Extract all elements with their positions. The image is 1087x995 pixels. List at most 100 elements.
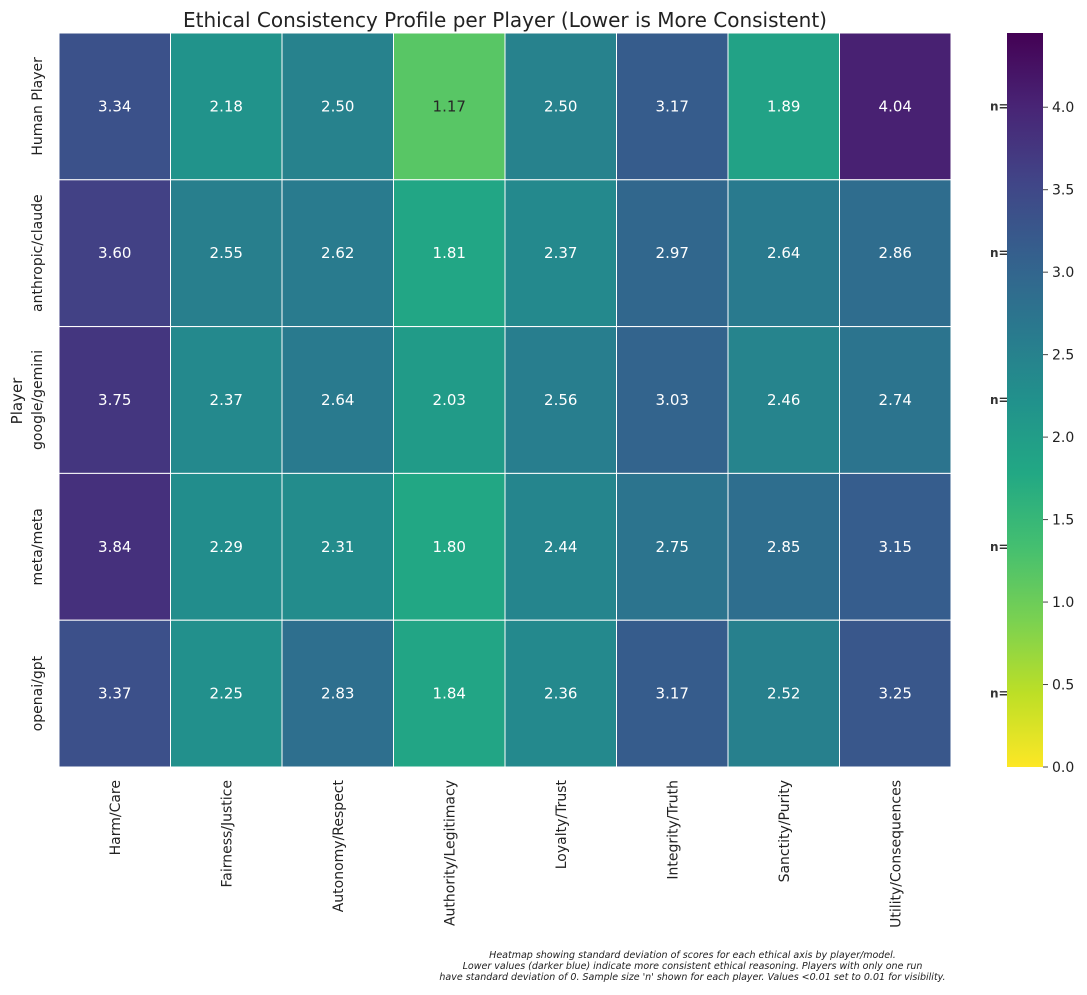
heatmap-cell — [616, 326, 729, 474]
column-label: Utility/Consequences — [888, 780, 904, 928]
colorbar: 0.0 0.5 1.0 1.5 2.0 2.5 3.0 3.5 4.0 — [1007, 33, 1074, 776]
heatmap-cell — [170, 619, 283, 768]
heatmap-cell — [504, 326, 617, 474]
row-labels: Human Player anthropic/claude google/gemin… — [30, 57, 46, 731]
column-label: Autonomy/Respect — [331, 779, 347, 912]
cell-value-label: 3.34 — [98, 97, 131, 115]
colorbar-bar — [1007, 33, 1043, 767]
cell-value-label: 2.85 — [767, 538, 800, 556]
colorbar-tick-label: 3.5 — [1052, 183, 1074, 199]
heatmap-cell — [839, 179, 952, 328]
heatmap-cell — [616, 179, 729, 328]
cell-value-label: 1.80 — [433, 538, 466, 556]
heatmap-cell — [393, 326, 506, 474]
heatmap-cell — [170, 32, 283, 181]
heatmap-cell — [170, 326, 283, 474]
heatmap-cell — [504, 32, 617, 181]
cell-value-label: 2.37 — [210, 391, 243, 409]
cell-value-label: 3.17 — [656, 97, 689, 115]
heatmap-cells: 3.34 2.18 2.50 1.17 2.50 3.17 1.89 4.04 3.60 2.55… — [58, 32, 952, 768]
heatmap-cell — [727, 619, 840, 768]
cell-value-label: 2.37 — [544, 244, 577, 262]
cell-value-label: 2.36 — [544, 685, 577, 703]
cell-value-label: 2.56 — [544, 391, 577, 409]
cell-value-label: 1.81 — [433, 244, 466, 262]
cell-value-label: 1.17 — [433, 97, 466, 115]
row-label: google/gemini — [30, 350, 46, 450]
column-label: Loyalty/Trust — [554, 780, 570, 870]
heatmap-cell — [504, 472, 617, 621]
column-labels: Harm/Care Fairness/Justice Autonomy/Respec… — [108, 779, 905, 927]
row-label: anthropic/claude — [30, 194, 46, 312]
heatmap-cell — [281, 32, 394, 181]
colorbar-tick-label: 0.0 — [1052, 760, 1074, 776]
y-axis-label: Player — [8, 377, 26, 425]
heatmap-cell — [839, 619, 952, 768]
cell-value-label: 2.74 — [879, 391, 912, 409]
cell-value-label: 2.86 — [879, 244, 912, 262]
heatmap-cell — [393, 472, 506, 621]
cell-value-label: 3.17 — [656, 685, 689, 703]
heatmap-cell — [727, 326, 840, 474]
heatmap-cell — [839, 326, 952, 474]
colorbar-tick-label: 2.5 — [1052, 348, 1074, 364]
heatmap-cell — [281, 472, 394, 621]
heatmap-cell — [170, 179, 283, 328]
caption-line: Lower values (darker blue) indicate more… — [462, 961, 923, 972]
cell-value-label: 2.31 — [321, 538, 354, 556]
cell-value-label: 2.55 — [210, 244, 243, 262]
cell-value-label: 1.89 — [767, 97, 800, 115]
caption-line: have standard deviation of 0. Sample siz… — [439, 972, 946, 983]
chart-title: Ethical Consistency Profile per Player (… — [183, 8, 827, 32]
heatmap-cell — [281, 619, 394, 768]
heatmap-cell — [504, 179, 617, 328]
cell-value-label: 3.84 — [98, 538, 131, 556]
caption-line: Heatmap showing standard deviation of sc… — [489, 950, 896, 961]
row-label: openai/gpt — [30, 655, 46, 731]
cell-value-label: 4.04 — [879, 97, 912, 115]
heatmap-cell — [281, 326, 394, 474]
sample-size-label: n= — [990, 99, 1009, 113]
colorbar-tick-label: 4.0 — [1052, 100, 1074, 116]
heatmap-cell — [504, 619, 617, 768]
heatmap-cell — [58, 32, 171, 181]
colorbar-tick-label: 1.5 — [1052, 513, 1074, 529]
heatmap-cell — [727, 472, 840, 621]
column-label: Authority/Legitimacy — [442, 780, 458, 926]
cell-value-label: 2.62 — [321, 244, 354, 262]
heatmap-cell — [393, 179, 506, 328]
heatmap-cell — [727, 179, 840, 328]
cell-value-label: 2.46 — [767, 391, 800, 409]
heatmap-cell — [58, 472, 171, 621]
cell-value-label: 2.44 — [544, 538, 577, 556]
row-label: meta/meta — [30, 508, 46, 585]
heatmap-cell — [393, 619, 506, 768]
cell-value-label: 2.64 — [321, 391, 354, 409]
column-label: Fairness/Justice — [219, 780, 235, 888]
cell-value-label: 2.50 — [544, 97, 577, 115]
cell-value-label: 2.97 — [656, 244, 689, 262]
cell-value-label: 2.18 — [210, 97, 243, 115]
heatmap-cell — [393, 32, 506, 181]
cell-value-label: 2.64 — [767, 244, 800, 262]
cell-value-label: 2.50 — [321, 97, 354, 115]
colorbar-tick-label: 1.0 — [1052, 595, 1074, 611]
cell-value-label: 3.60 — [98, 244, 131, 262]
colorbar-tick-label: 2.0 — [1052, 430, 1074, 446]
heatmap-cell — [616, 32, 729, 181]
column-label: Integrity/Truth — [665, 780, 681, 880]
cell-value-label: 2.03 — [433, 391, 466, 409]
cell-value-label: 2.25 — [210, 685, 243, 703]
cell-value-label: 2.83 — [321, 685, 354, 703]
row-label: Human Player — [30, 57, 46, 156]
colorbar-tick-label: 0.5 — [1052, 678, 1074, 694]
cell-value-label: 2.29 — [210, 538, 243, 556]
cell-value-label: 3.03 — [656, 391, 689, 409]
column-label: Harm/Care — [108, 780, 124, 855]
heatmap-cell — [58, 326, 171, 474]
colorbar-tick-label: 3.0 — [1052, 265, 1074, 281]
cell-value-label: 3.75 — [98, 391, 131, 409]
cell-value-label: 3.15 — [879, 538, 912, 556]
cell-value-label: 1.84 — [433, 685, 466, 703]
